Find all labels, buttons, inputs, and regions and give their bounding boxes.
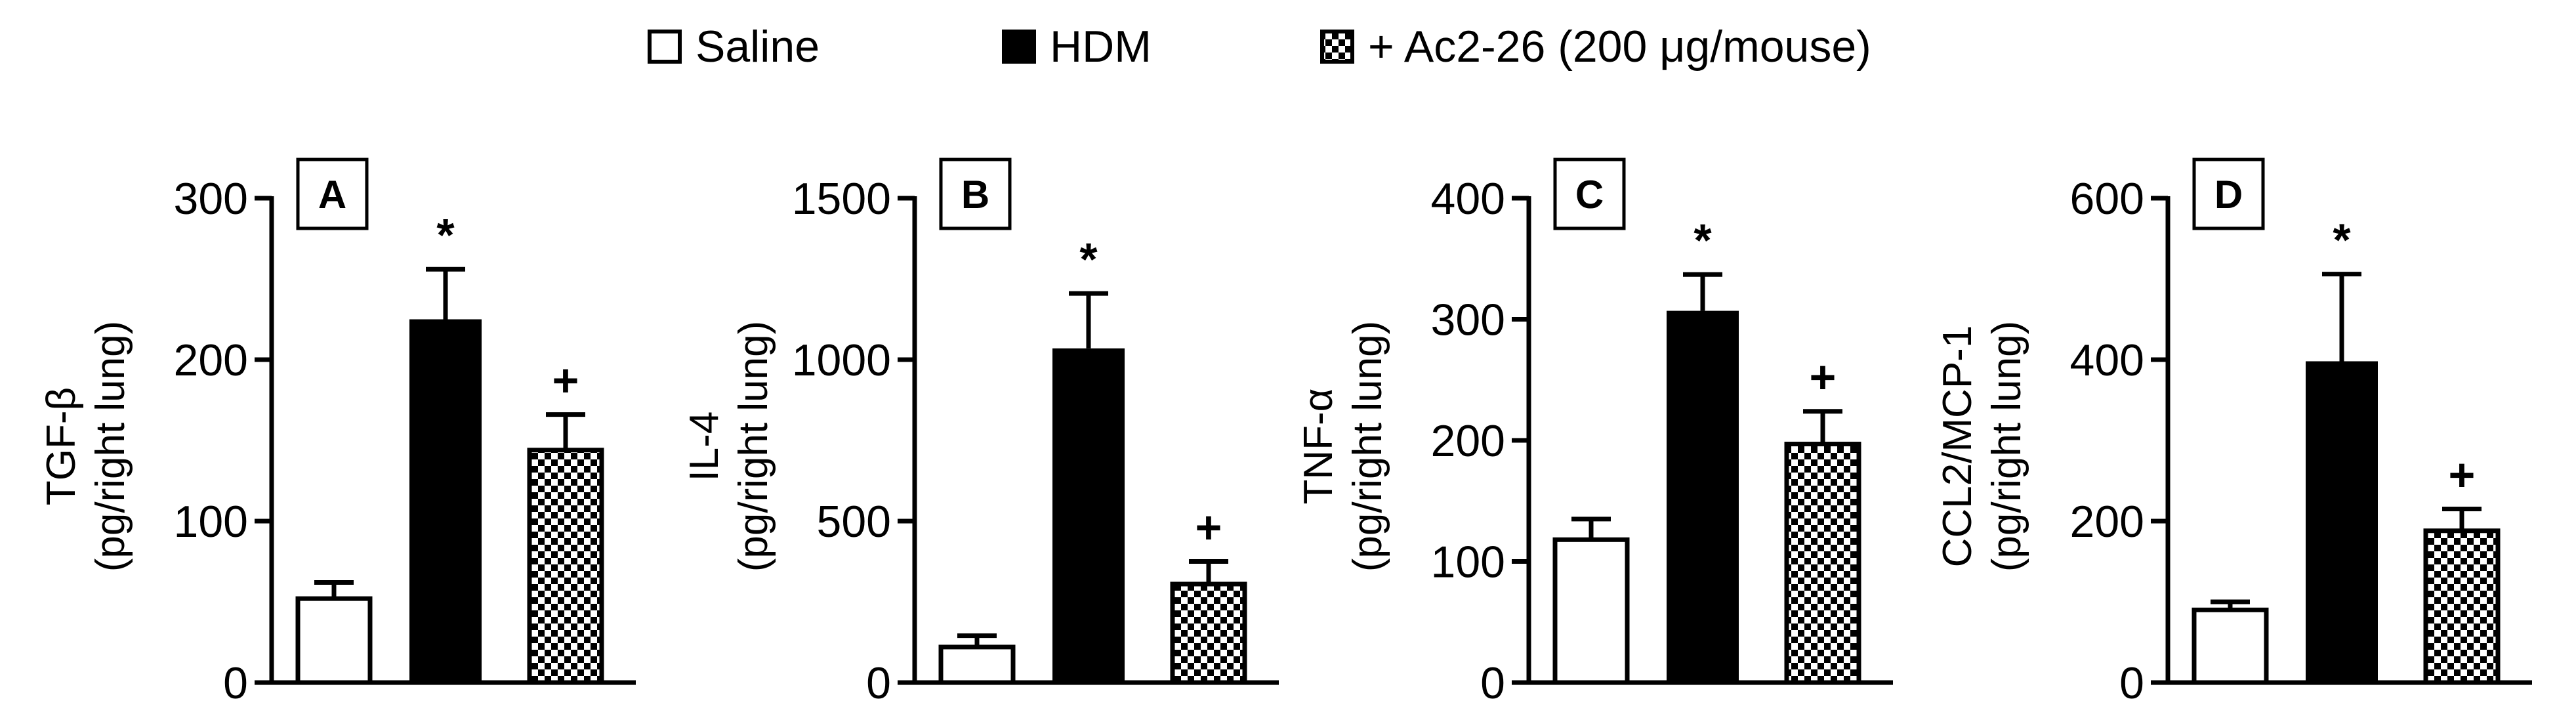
y-axis-subtitle: (pg/right lung) [1345,321,1390,572]
significance-mark: + [2449,450,2476,501]
y-tick-label: 100 [1431,538,1505,587]
y-tick-label: 0 [223,658,248,708]
panel-letter-box [296,158,369,230]
legend-label: HDM [1050,22,1152,72]
significance-mark: * [2333,215,2351,266]
y-tick-label: 1500 [792,174,891,224]
significance-mark: * [1693,215,1712,266]
y-tick-label: 300 [174,174,248,224]
panel-c: 0 100 200 300 400 TNF-α (pg/right lung) C * + [1296,158,1893,708]
panel-letter-box [2192,158,2265,230]
bar-ac2-26 [1784,442,1861,685]
y-axis-title: TGF-β [39,387,84,505]
panel-a: 0 100 200 300 TGF-β (pg/right lung) A * + [39,158,636,708]
panel-letter-box [1553,158,1626,230]
y-tick-label: 600 [2070,174,2144,224]
bar-ac2-26 [1170,581,1247,685]
panel-letter: B [961,173,989,217]
bar-hdm [1667,310,1739,683]
y-tick-label: 0 [866,658,891,708]
legend: Saline HDM + Ac2-26 (200 μg/mouse) [648,22,1871,72]
y-tick-label: 200 [174,335,248,385]
y-axis-subtitle: (pg/right lung) [1984,321,2029,572]
y-tick-label: 200 [1431,416,1505,466]
legend-label: + Ac2-26 (200 μg/mouse) [1368,22,1871,72]
legend-label: Saline [696,22,820,72]
panel-letter: C [1575,173,1604,217]
y-axis-subtitle: (pg/right lung) [88,321,133,572]
bar-saline [2192,607,2269,685]
panel-d: 0 200 400 600 CCL2/MCP-1 (pg/right lung) D * + [1935,158,2532,708]
panel-letter: A [318,173,346,217]
bar-ac2-26 [527,448,604,685]
significance-mark: + [552,355,579,406]
panel-letter-box [939,158,1012,230]
y-tick-label: 400 [1431,174,1505,224]
panel-b: 0 500 1000 1500 IL-4 (pg/right lung) B * + [682,158,1279,708]
bar-hdm [409,319,482,683]
y-tick-label: 1000 [792,335,891,385]
bar-hdm [2306,361,2378,683]
bar-ac2-26 [2423,528,2501,685]
significance-mark: + [1810,352,1837,403]
y-tick-label: 0 [1480,658,1505,708]
y-tick-label: 500 [817,497,891,547]
y-axis-title: CCL2/MCP-1 [1935,326,1980,568]
bar-hdm [1052,348,1125,683]
y-tick-label: 200 [2070,497,2144,547]
significance-mark: * [436,209,455,261]
legend-swatch [648,30,682,64]
bar-saline [295,596,373,685]
legend-entry-2: + Ac2-26 (200 μg/mouse) [1320,22,1871,72]
legend-entry-0: Saline [648,22,820,72]
bar-saline [1552,537,1630,685]
y-axis-title: IL-4 [682,412,727,482]
y-tick-label: 400 [2070,335,2144,385]
y-axis-subtitle: (pg/right lung) [731,321,776,572]
legend-swatch [1002,30,1036,64]
significance-mark: * [1079,234,1098,285]
y-tick-label: 100 [174,497,248,547]
legend-entry-1: HDM [1002,22,1152,72]
y-tick-label: 0 [2119,658,2144,708]
legend-swatch [1320,30,1354,64]
y-axis-title: TNF-α [1296,388,1341,504]
significance-mark: + [1195,502,1222,553]
y-tick-label: 300 [1431,295,1505,345]
panel-letter: D [2214,173,2243,217]
bar-saline [938,644,1016,685]
